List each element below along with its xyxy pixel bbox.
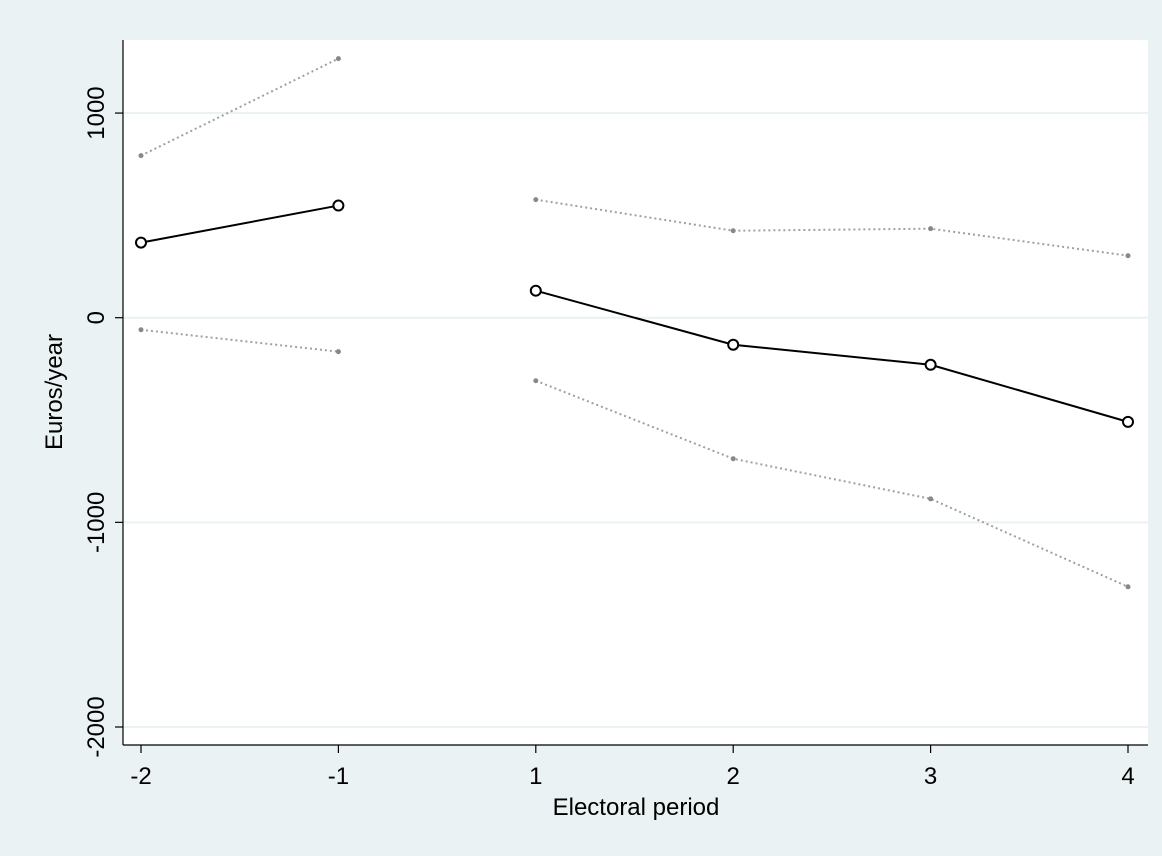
y-tick-label: -1000: [83, 492, 110, 553]
x-axis-title: Electoral period: [553, 794, 720, 821]
x-tick-label: -2: [130, 763, 151, 790]
marker: [135, 236, 147, 249]
marker: [928, 496, 934, 502]
marker: [138, 327, 144, 333]
plot-area: [123, 40, 1148, 745]
marker: [335, 349, 341, 355]
series-line: [535, 198, 1129, 257]
marker: [730, 228, 736, 234]
marker: [1125, 584, 1131, 590]
marker: [332, 199, 345, 212]
x-tick-label: -1: [328, 763, 349, 790]
y-tick-label: 0: [83, 311, 110, 324]
marker: [529, 284, 542, 297]
marker: [533, 197, 539, 203]
marker: [1125, 253, 1131, 259]
marker: [138, 153, 144, 159]
x-tick-label: 1: [529, 763, 542, 790]
marker: [924, 358, 937, 371]
marker: [928, 226, 934, 232]
marker: [335, 56, 341, 62]
series-line: [535, 379, 1129, 588]
series-line: [140, 204, 339, 244]
series-line: [140, 57, 339, 157]
x-tick-label: 3: [924, 763, 937, 790]
marker: [727, 338, 740, 351]
x-tick-label: 2: [727, 763, 740, 790]
y-tick-label: 1000: [83, 86, 110, 139]
y-axis-title: Euros/year: [41, 334, 68, 450]
y-tick-label: -2000: [83, 696, 110, 757]
series-line: [140, 328, 339, 353]
marker: [1122, 415, 1134, 428]
marker: [730, 456, 736, 462]
series-line: [535, 289, 1129, 423]
marker: [533, 378, 539, 384]
x-tick-label: 4: [1121, 763, 1134, 790]
